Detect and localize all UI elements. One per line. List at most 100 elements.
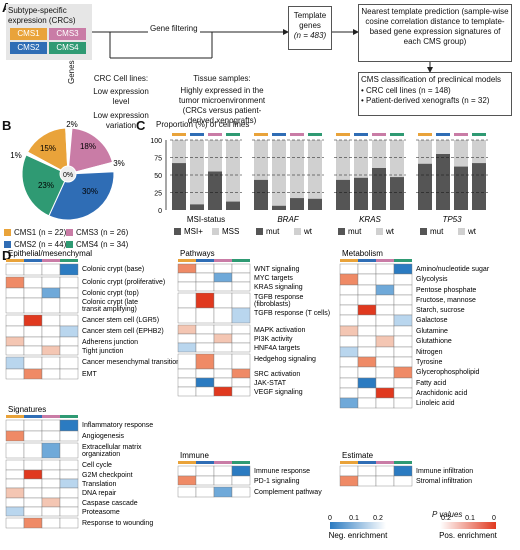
heat-row-label: Colonic crypt (late (82, 299, 138, 306)
heat-cell (393, 356, 413, 368)
heat-row-label: (fibroblasts) (254, 301, 291, 308)
legend-mut-swatch (420, 228, 427, 235)
bar-cms-chip (308, 133, 322, 136)
pie-label-small-3: 3% (113, 159, 125, 168)
heat-cell (59, 336, 79, 347)
pos-tick: 0.2 (441, 515, 451, 522)
heat-row-label: Caspase cascade (82, 500, 138, 507)
heat-cell (177, 465, 197, 477)
heat-cell (195, 465, 215, 477)
heat-cell (5, 517, 25, 529)
heat-row-label: Hedgehog signaling (254, 356, 316, 363)
group-label: TP53 (442, 215, 462, 224)
heat-row-label: Colonic crypt (top) (82, 290, 139, 297)
bar-mut (290, 198, 304, 210)
bar-mut (472, 163, 486, 210)
heat-row-label: Colonic crypt (proliferative) (82, 279, 165, 286)
bar-mut (190, 204, 204, 210)
heat-cell (41, 478, 61, 489)
pie-slice-cms1 (26, 127, 69, 175)
heat-cell (231, 281, 251, 292)
heat-row-label: MYC targets (254, 275, 293, 282)
heat-cell (5, 506, 25, 517)
heat-cell (375, 387, 395, 399)
heat-cell (393, 294, 413, 306)
legend-wt-label: wt (467, 227, 477, 236)
heat-cell (23, 442, 43, 459)
heat-row-label: Linoleic acid (416, 400, 455, 407)
heat-cell (393, 465, 413, 477)
heat-cms-chip (178, 461, 196, 464)
bar-cms-chip (372, 133, 386, 136)
heat-cell (357, 284, 377, 296)
heat-cell (213, 486, 233, 498)
heat-cell (393, 273, 413, 286)
heat-cell (23, 325, 43, 338)
heat-cell (41, 469, 61, 480)
bar-mut (272, 205, 286, 210)
heat-cell (5, 276, 25, 289)
classif-title: CMS classification of preclinical models (361, 75, 502, 84)
heat-cell (357, 294, 377, 306)
heat-cell (393, 475, 413, 487)
neg-tick: 0 (328, 515, 332, 522)
bar-mut (336, 179, 350, 210)
heat-cell (339, 397, 359, 409)
bar-mut (390, 177, 404, 210)
heat-cell (213, 333, 233, 344)
heat-cell (195, 292, 215, 309)
legend-mut-label: mut (430, 227, 444, 236)
heat-cell (393, 397, 413, 409)
legend-mut-label: MSI+ (184, 227, 203, 236)
heat-cell (213, 353, 233, 370)
chip-cms1: CMS1 (10, 28, 47, 40)
y-tick-label: 100 (150, 138, 162, 145)
heat-cell (375, 314, 395, 327)
heat-cell (195, 281, 215, 292)
heat-cell (41, 287, 61, 299)
heat-cell (393, 304, 413, 316)
heat-cell (357, 304, 377, 316)
heat-cell (59, 263, 79, 276)
heat-cms-chip (214, 259, 232, 262)
heat-cms-chip (358, 259, 376, 262)
heat-cell (339, 263, 359, 275)
pie-label-cms2: 30% (82, 187, 98, 196)
heat-cms-chip (6, 415, 24, 418)
bar-cms-chip (354, 133, 368, 136)
bar-cms-chip (290, 133, 304, 136)
panel-label-c: C (136, 118, 146, 133)
crc-cell-lines-block: CRC Cell lines: Low expression level Low… (84, 74, 158, 131)
heat-cell (59, 368, 79, 380)
heat-cell (59, 478, 79, 489)
heat-cell (375, 325, 395, 337)
heat-cell (23, 487, 43, 499)
heat-cell (213, 377, 233, 388)
heat-cell (195, 377, 215, 388)
heat-cell (59, 442, 79, 459)
heat-cell (23, 430, 43, 442)
heat-cms-chip (6, 259, 24, 262)
heat-cms-chip (178, 259, 196, 262)
heat-row-label: Cancer stem cell (EPHB2) (82, 328, 164, 335)
bar-mut (308, 198, 322, 210)
heat-cell (375, 273, 395, 286)
scale-title: P values (432, 510, 463, 519)
legend-mut-swatch (338, 228, 345, 235)
heat-cell (231, 263, 251, 274)
pie-label-cms3: 18% (80, 142, 96, 151)
heat-cell (41, 276, 61, 289)
heat-row-label: Immune infiltration (416, 468, 473, 475)
section-title-path: Pathways (180, 250, 215, 258)
bar-cms-chip (418, 133, 432, 136)
legend-wt-swatch (376, 228, 383, 235)
pie-legend-cms4: CMS4 (n = 34) (66, 240, 128, 249)
heat-cell (177, 353, 197, 370)
heat-cell (213, 307, 233, 324)
heat-cell (5, 345, 25, 356)
bar-mut (354, 177, 368, 210)
heat-row-label: Glutathione (416, 338, 452, 345)
heat-cell (213, 386, 233, 397)
heat-cell (23, 419, 43, 432)
chip-cms4: CMS4 (49, 42, 86, 54)
